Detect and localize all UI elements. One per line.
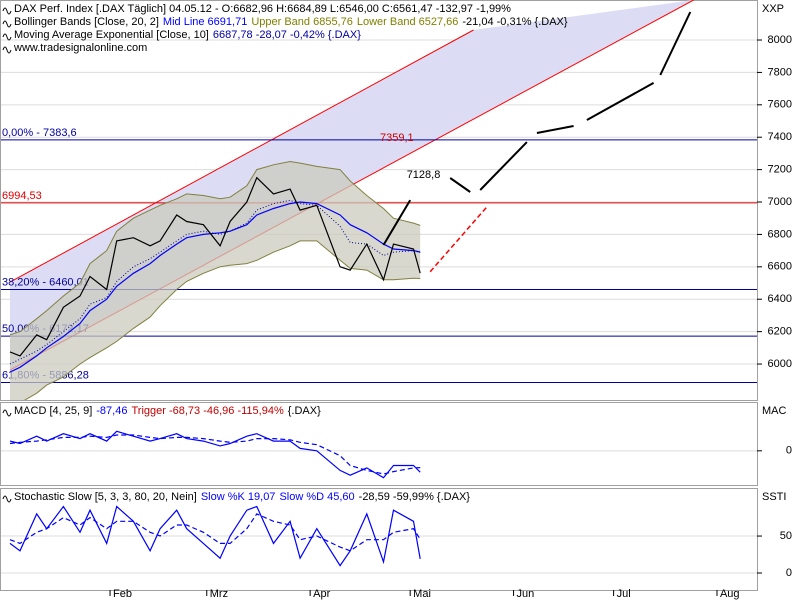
header-line: Bollinger Bands [Close, 20, 2] Mid Line 6… xyxy=(14,16,568,28)
level-label: 38,20% - 6460,01 xyxy=(2,276,89,288)
x-tick-label: Apr xyxy=(313,588,330,600)
plot-area xyxy=(9,430,421,479)
header-text: Mid Line 6691,71 xyxy=(163,16,247,28)
plot-area xyxy=(9,505,421,567)
y-tick-label: 6400 xyxy=(768,293,792,305)
header-text: Bollinger Bands [Close, 20, 2] xyxy=(14,16,159,28)
header-text: -28,59 -59,99% {.DAX} xyxy=(359,491,471,503)
header-text: DAX Perf. Index [.DAX Täglich] 04.05.12 … xyxy=(14,3,511,15)
header-text: Moving Average Exponential [Close, 10] xyxy=(14,29,209,41)
header-icon xyxy=(2,409,12,417)
y-tick-label: 7800 xyxy=(768,66,792,78)
header-text: Trigger -68,73 -46,96 -115,94% xyxy=(131,405,283,417)
series-line xyxy=(9,513,421,552)
channel-upper xyxy=(9,29,474,283)
level-label: 6994,53 xyxy=(2,190,42,202)
y-tick-label: 7600 xyxy=(768,99,792,111)
y-tick-label: 7200 xyxy=(768,164,792,176)
header-text: -21,04 -0,31% {.DAX} xyxy=(462,16,568,28)
panel-frame xyxy=(0,488,758,591)
series-line xyxy=(9,176,421,357)
y-tick-label: 0 xyxy=(786,445,792,457)
header-icon xyxy=(2,495,12,503)
band-lower xyxy=(23,240,421,400)
header-line: DAX Perf. Index [.DAX Täglich] 04.05.12 … xyxy=(14,3,511,15)
series-line xyxy=(9,201,421,373)
header-icon xyxy=(2,7,12,15)
series-line xyxy=(9,505,421,567)
band-fill xyxy=(10,161,421,400)
panel-frame xyxy=(0,402,758,486)
header-text: MACD [4, 25, 9] xyxy=(14,405,92,417)
series-line xyxy=(9,199,421,365)
header-icon xyxy=(2,20,12,28)
header-text: {.DAX} xyxy=(288,405,321,417)
forecast-line xyxy=(429,206,488,273)
header-text: 6687,78 -28,07 -0,42% {.DAX} xyxy=(213,29,361,41)
header-text: -87,46 xyxy=(96,405,127,417)
axis-label: MAC xyxy=(762,405,787,417)
projection-line xyxy=(382,11,692,246)
x-tick-label: Mai xyxy=(413,588,431,600)
header-text: Slow %K 19,07 xyxy=(201,491,276,503)
header-text: www.tradesignalonline.com xyxy=(13,42,147,54)
annotation: 7359,1 xyxy=(380,132,414,144)
series-line xyxy=(9,434,421,475)
header-line: Stochastic Slow [5, 3, 3, 80, 20, Nein] S… xyxy=(14,491,470,503)
annotation: 7128,8 xyxy=(407,169,441,181)
y-tick-label: 6600 xyxy=(768,261,792,273)
header-line: MACD [4, 25, 9] -87,46 Trigger -68,73 -46,… xyxy=(14,405,321,417)
header-icon xyxy=(2,33,12,41)
y-tick-label: 7400 xyxy=(768,131,792,143)
level-label: 0,00% - 7383,6 xyxy=(2,127,77,139)
header-text: Stochastic Slow [5, 3, 3, 80, 20, Nein] xyxy=(14,491,197,503)
header-icon xyxy=(2,46,12,54)
y-tick-label: 6200 xyxy=(768,326,792,338)
header-text: Lower Band 6527,66 xyxy=(357,16,459,28)
axis-label: SSTI xyxy=(762,491,786,503)
band-upper xyxy=(9,160,421,336)
axis-label: XXP xyxy=(762,3,784,15)
header-text: Upper Band 6855,76 xyxy=(251,16,353,28)
y-tick-label: 8000 xyxy=(768,34,792,46)
y-tick-label: 6800 xyxy=(768,228,792,240)
y-tick-label: 50 xyxy=(780,530,792,542)
x-tick-label: Mrz xyxy=(210,588,228,600)
header-line: www.tradesignalonline.com xyxy=(13,42,147,54)
x-tick-label: Feb xyxy=(113,588,132,600)
x-tick-label: Jul xyxy=(617,588,631,600)
header-line: Moving Average Exponential [Close, 10] 66… xyxy=(14,29,361,41)
y-tick-label: 0 xyxy=(786,567,792,579)
x-tick-label: Jun xyxy=(517,588,535,600)
y-tick-label: 6000 xyxy=(768,358,792,370)
y-tick-label: 7000 xyxy=(768,196,792,208)
header-text: Slow %D 45,60 xyxy=(279,491,354,503)
x-tick-label: Aug xyxy=(720,588,740,600)
